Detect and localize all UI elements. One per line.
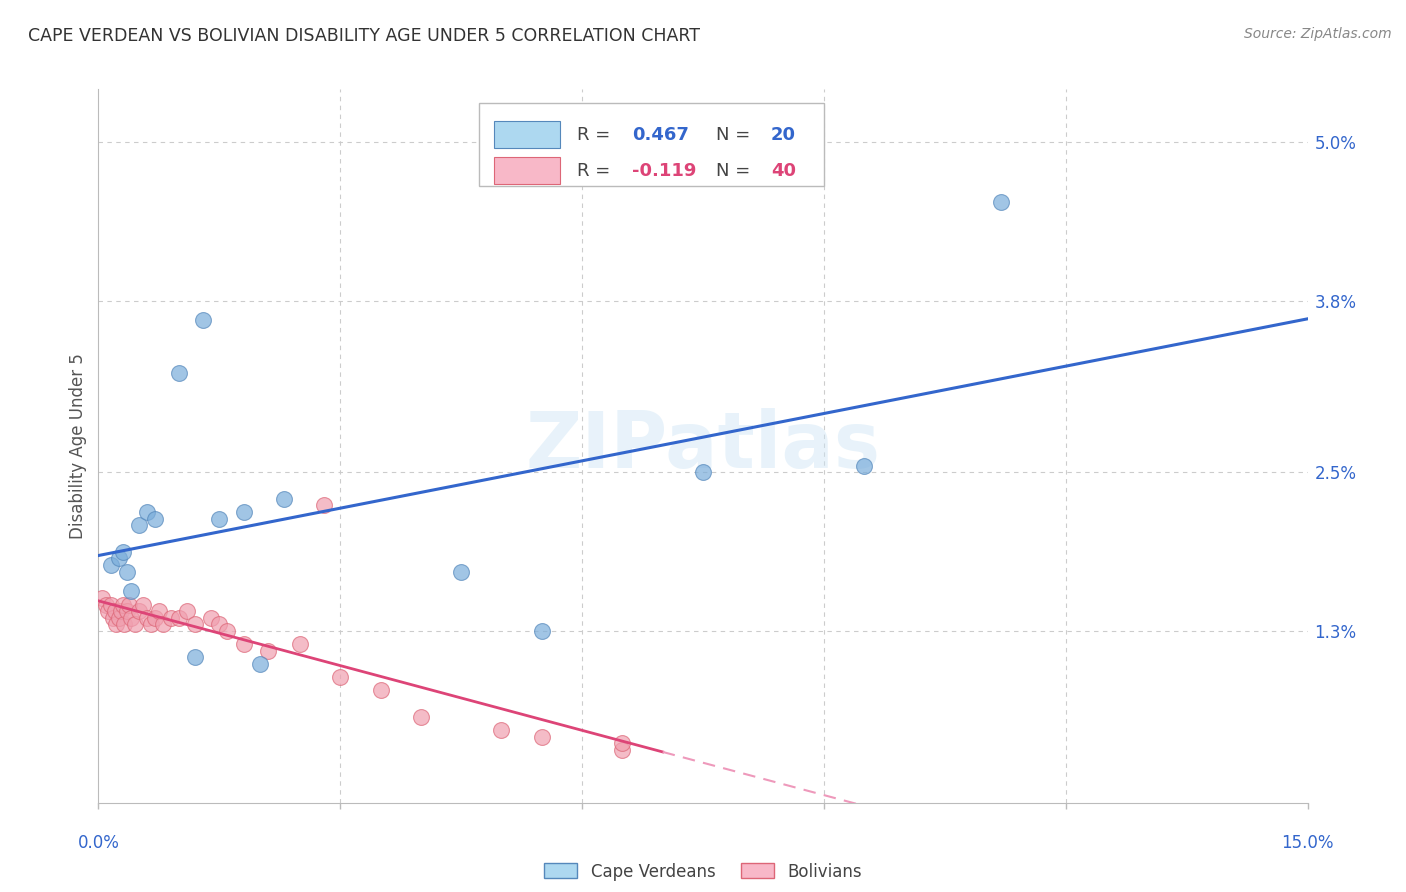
- Text: N =: N =: [716, 126, 756, 144]
- Point: [249, 657, 271, 671]
- Text: CAPE VERDEAN VS BOLIVIAN DISABILITY AGE UNDER 5 CORRELATION CHART: CAPE VERDEAN VS BOLIVIAN DISABILITY AGE …: [28, 27, 700, 45]
- Point: [132, 598, 155, 612]
- Point: [111, 598, 134, 612]
- Point: [124, 617, 146, 632]
- Point: [167, 367, 190, 381]
- Text: 15.0%: 15.0%: [1281, 834, 1334, 852]
- Point: [143, 611, 166, 625]
- Y-axis label: Disability Age Under 5: Disability Age Under 5: [69, 353, 87, 539]
- Point: [103, 604, 125, 618]
- Point: [409, 710, 432, 724]
- Point: [167, 611, 190, 625]
- Point: [184, 617, 207, 632]
- Point: [105, 617, 128, 632]
- Point: [612, 743, 634, 757]
- Point: [208, 511, 231, 525]
- Point: [530, 730, 553, 744]
- Point: [217, 624, 239, 638]
- Point: [115, 604, 138, 618]
- Point: [314, 499, 336, 513]
- Point: [115, 565, 138, 579]
- Point: [288, 637, 311, 651]
- Text: N =: N =: [716, 161, 756, 180]
- Point: [232, 505, 254, 519]
- FancyBboxPatch shape: [494, 121, 561, 148]
- Point: [128, 518, 150, 533]
- Point: [273, 491, 295, 506]
- Text: 40: 40: [770, 161, 796, 180]
- Point: [139, 617, 162, 632]
- Point: [612, 736, 634, 750]
- Point: [256, 644, 278, 658]
- Point: [100, 558, 122, 572]
- FancyBboxPatch shape: [479, 103, 824, 186]
- Point: [135, 611, 157, 625]
- Point: [148, 604, 170, 618]
- Point: [128, 604, 150, 618]
- Point: [118, 598, 141, 612]
- Point: [208, 617, 231, 632]
- Point: [152, 617, 174, 632]
- Point: [193, 313, 215, 327]
- Point: [91, 591, 114, 605]
- Point: [450, 565, 472, 579]
- Text: 0.0%: 0.0%: [77, 834, 120, 852]
- Legend: Cape Verdeans, Bolivians: Cape Verdeans, Bolivians: [537, 856, 869, 888]
- Point: [97, 604, 120, 618]
- Point: [107, 611, 129, 625]
- Text: ZIPatlas: ZIPatlas: [526, 408, 880, 484]
- Point: [491, 723, 513, 738]
- Point: [530, 624, 553, 638]
- Point: [160, 611, 183, 625]
- Point: [107, 551, 129, 566]
- Point: [143, 511, 166, 525]
- Point: [110, 604, 132, 618]
- Text: Source: ZipAtlas.com: Source: ZipAtlas.com: [1244, 27, 1392, 41]
- Point: [120, 611, 142, 625]
- Point: [990, 194, 1012, 209]
- Point: [329, 670, 352, 684]
- Text: R =: R =: [578, 161, 616, 180]
- Text: 20: 20: [770, 126, 796, 144]
- Text: 0.467: 0.467: [631, 126, 689, 144]
- Point: [96, 598, 118, 612]
- Point: [135, 505, 157, 519]
- Point: [853, 458, 876, 473]
- Point: [184, 650, 207, 665]
- Point: [100, 598, 122, 612]
- FancyBboxPatch shape: [494, 157, 561, 185]
- Point: [120, 584, 142, 599]
- Text: R =: R =: [578, 126, 616, 144]
- Point: [112, 617, 135, 632]
- Point: [200, 611, 222, 625]
- Point: [370, 683, 392, 698]
- Point: [111, 545, 134, 559]
- Point: [692, 466, 714, 480]
- Point: [232, 637, 254, 651]
- Point: [101, 611, 124, 625]
- Text: -0.119: -0.119: [631, 161, 696, 180]
- Point: [176, 604, 198, 618]
